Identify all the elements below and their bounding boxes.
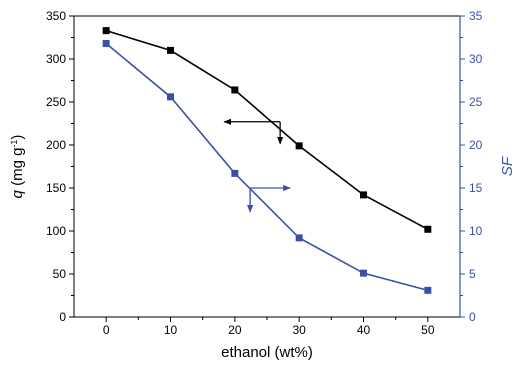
series-0-point [424, 225, 432, 233]
series-0-point [102, 27, 110, 35]
series-1-point [167, 93, 174, 101]
y-right-tick-label: 10 [469, 224, 483, 238]
series-1-point [360, 269, 367, 277]
y-left-tick-label: 150 [46, 181, 66, 195]
series-0-line [105, 29, 429, 230]
y-left-label-unit-close: ) [9, 135, 26, 140]
y-left-tick-label: 200 [46, 138, 66, 152]
series-1-point [102, 40, 110, 48]
y-left-tick-label: 0 [59, 310, 66, 324]
x-tick-label: 40 [357, 323, 371, 337]
series-1-point [231, 169, 239, 177]
y-left-tick-label: 300 [46, 52, 66, 66]
y-axis-right-label: SF [499, 156, 516, 176]
x-tick-label: 10 [164, 323, 178, 337]
y-right-tick-label: 35 [469, 9, 483, 23]
y-left-tick-label: 350 [46, 9, 66, 23]
series-1-point [295, 234, 303, 242]
x-tick-label: 30 [292, 323, 306, 337]
x-tick-label: 0 [103, 323, 110, 337]
y-right-tick-label: 15 [469, 181, 483, 195]
plot-frame [73, 15, 461, 318]
x-tick-label: 50 [421, 323, 435, 337]
y-left-tick-label: 250 [46, 95, 66, 109]
series-0-point [231, 86, 239, 94]
y-right-tick-label: 0 [469, 310, 476, 324]
x-axis-label: ethanol (wt%) [221, 344, 313, 361]
y-left-tick-label: 50 [53, 267, 67, 281]
y-right-tick-label: 5 [469, 267, 476, 281]
x-tick-label: 20 [228, 323, 242, 337]
y-left-tick-label: 100 [46, 224, 66, 238]
series-1-line [105, 42, 429, 292]
y-left-label-unit-sup: -1 [9, 140, 19, 148]
y-right-tick-label: 25 [469, 95, 483, 109]
series-0-point [167, 46, 174, 54]
y-axis-left-label: q (mg g-1) [9, 135, 26, 199]
y-right-tick-label: 20 [469, 138, 483, 152]
y-left-label-symbol: q [9, 189, 26, 198]
y-right-tick-label: 30 [469, 52, 483, 66]
y-left-label-unit: (mg g [9, 148, 26, 191]
series-0-point [295, 142, 303, 150]
series-0-point [360, 191, 367, 199]
series-1-point [424, 286, 432, 294]
